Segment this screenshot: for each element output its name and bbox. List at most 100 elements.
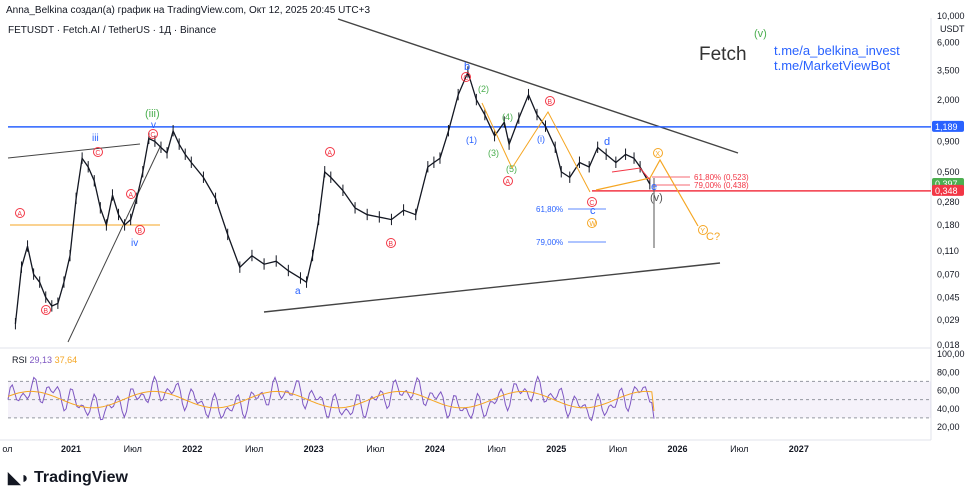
rsi-tick-label: 40,00: [937, 404, 960, 414]
wave-label: d: [604, 136, 610, 148]
wave-label: (i): [537, 134, 545, 144]
wave-circle-marker: [15, 208, 25, 218]
wave-circle-marker: [41, 305, 51, 315]
price-badge-label: 0,348: [935, 186, 958, 196]
wave-label: 61,80% (0,523): [694, 173, 749, 182]
wave-label: 61,80%: [536, 205, 563, 214]
brand-label: Fetch: [699, 44, 747, 65]
price-series-line: [14, 70, 651, 324]
time-tick-label: Июл: [609, 444, 627, 454]
price-tick-label: 0,280: [937, 197, 960, 207]
wave-label: 79,00%: [536, 238, 563, 247]
price-tick-label: 0,045: [937, 292, 960, 302]
wave-circle-marker: [653, 148, 663, 158]
rsi-legend[interactable]: RSI 29,13 37,64: [12, 355, 77, 365]
tradingview-logo[interactable]: ◣◗ TradingView: [8, 468, 128, 488]
telegram-link-2[interactable]: t.me/MarketViewBot: [774, 58, 891, 73]
price-badge: [932, 184, 964, 196]
wave-label: v: [151, 120, 156, 131]
price-tick-label: 0,110: [937, 246, 959, 256]
price-tick-label: 0,180: [937, 220, 960, 230]
wave-circle-marker: [587, 197, 597, 207]
rsi-tick-label: 100,00: [937, 349, 965, 359]
price-tick-label: 0,900: [937, 136, 960, 146]
time-tick-label: Июл: [488, 444, 506, 454]
wave-circle-label: W: [589, 221, 596, 228]
wave-label: (v): [754, 28, 767, 40]
rsi-tick-label: 80,00: [937, 367, 960, 377]
time-tick-label: 2022: [182, 444, 202, 454]
wave-circle-label: B: [388, 241, 393, 248]
price-tick-label: 0,029: [937, 315, 960, 325]
wave-label: a: [295, 286, 301, 297]
wave-circle-label: A: [128, 192, 133, 199]
wave-label: e: [651, 181, 657, 193]
rsi-value: 29,13: [29, 355, 53, 365]
rsi-tick-label: 20,00: [937, 422, 960, 432]
triangle-upper-trendline: [337, 18, 739, 154]
wave-label: (v): [650, 192, 663, 204]
wave-path-red: [611, 167, 651, 181]
wave-circle-marker: [587, 218, 597, 228]
wave-circle-marker: [135, 225, 145, 235]
wave-label: b: [464, 61, 470, 73]
rsi-ma-line: [7, 390, 655, 411]
wave-circle-label: B: [137, 228, 142, 235]
wave-label: (3): [488, 148, 499, 158]
price-tick-label: 0,018: [937, 340, 960, 350]
wave-circle-label: A: [505, 179, 510, 186]
tradingview-logo-text: TradingView: [33, 469, 128, 486]
wave-label: (1): [466, 135, 477, 145]
telegram-link-1[interactable]: t.me/a_belkina_invest: [774, 43, 900, 58]
wave-label: (2): [478, 84, 489, 94]
price-tick-label: 10,000: [937, 11, 965, 21]
wave-circle-label: C: [589, 200, 594, 207]
wave-circle-marker: [126, 189, 136, 199]
wave-circle-label: Y: [700, 228, 705, 235]
wave-circle-marker: [325, 147, 335, 157]
rsi-label: RSI: [12, 355, 28, 365]
wave-circle-marker: [503, 176, 513, 186]
wave-label: c: [590, 205, 596, 217]
time-tick-label: 2027: [789, 444, 809, 454]
wave-circle-marker: [545, 96, 555, 106]
time-tick-label: Июл: [124, 444, 142, 454]
price-badge-label: 1,189: [935, 122, 958, 132]
time-tick-label: 2021: [61, 444, 81, 454]
wave-label: (4): [502, 112, 513, 122]
wave-circle-label: C: [95, 150, 100, 157]
price-tick-label: 3,500: [937, 66, 960, 76]
wave-label: iii: [92, 133, 99, 144]
price-badge-label: 0,397: [935, 179, 958, 189]
wave-circle-label: C: [150, 132, 155, 139]
wave-circle-marker: [386, 238, 396, 248]
time-tick-label: Июл: [366, 444, 384, 454]
price-tick-label: 0,500: [937, 167, 960, 177]
wave-circle-label: B: [547, 99, 552, 106]
time-tick-label: 2025: [546, 444, 566, 454]
wave-label: (iii): [145, 108, 160, 120]
wave-label: iv: [131, 238, 138, 249]
wave-circle-marker: [93, 147, 103, 157]
wave-circle-label: A: [17, 211, 22, 218]
tradingview-icon: ◣◗: [8, 470, 30, 487]
time-tick-label: Июл: [730, 444, 748, 454]
price-tick-label: 6,000: [937, 38, 960, 48]
projection-path-orange: [595, 158, 699, 227]
wave-label: (5): [506, 164, 517, 174]
time-tick-label: ол: [2, 444, 12, 454]
price-tick-label: 0,070: [937, 269, 960, 279]
wave-circle-label: A: [327, 150, 332, 157]
symbol-title[interactable]: FETUSDT · Fetch.AI / TetherUS · 1Д · Bin…: [8, 25, 217, 36]
wave-circle-label: X: [655, 151, 660, 158]
wave-circle-marker: [148, 129, 158, 139]
time-tick-label: 2023: [304, 444, 324, 454]
time-tick-label: 2026: [668, 444, 688, 454]
wave-circle-label: B: [43, 308, 48, 315]
currency-label: USDT: [940, 24, 965, 34]
rsi-tick-label: 60,00: [937, 386, 960, 396]
wave-circle-marker: [698, 225, 708, 235]
early-support-line: [67, 146, 161, 343]
wave-circle-label: C: [463, 75, 468, 82]
